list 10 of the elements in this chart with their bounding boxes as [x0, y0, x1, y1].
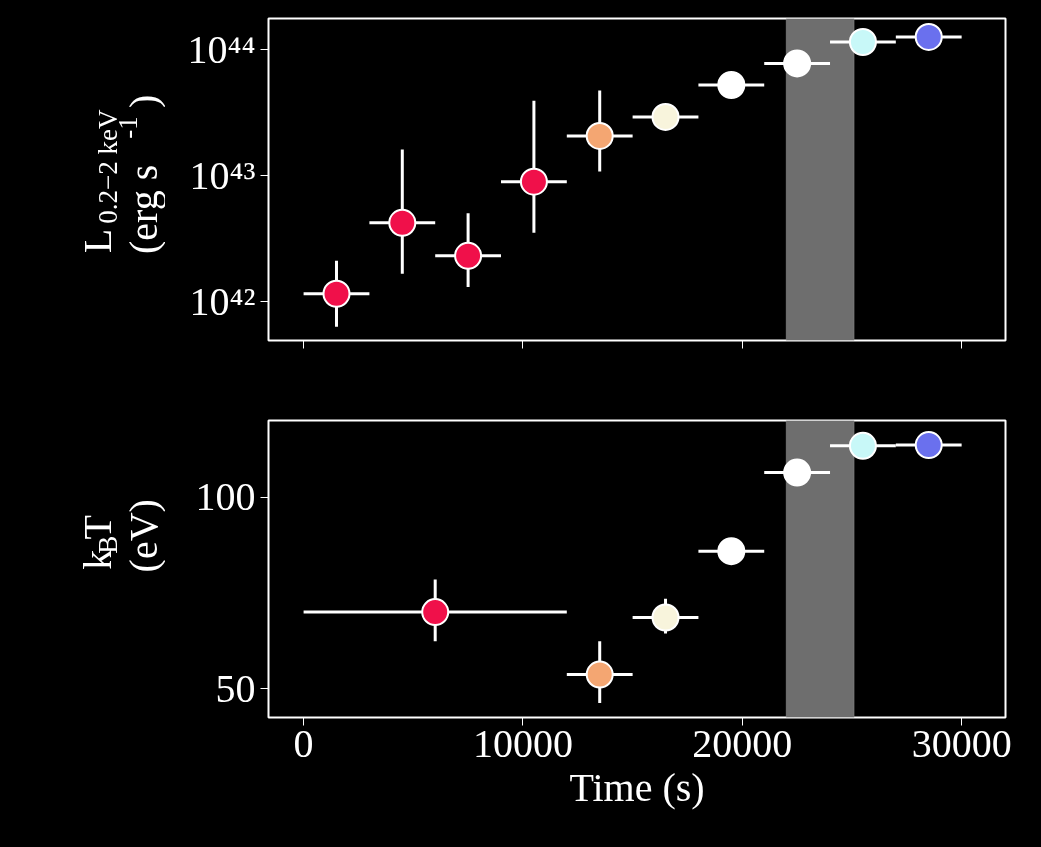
- x-tick-label: 0: [293, 720, 314, 766]
- y-tick-label: 10⁴³: [189, 152, 256, 198]
- x-tick-label: 10000: [472, 720, 573, 766]
- y-tick-label: 100: [195, 474, 256, 520]
- y-tick-label: 10⁴⁴: [187, 26, 256, 72]
- y-tick-label: 10⁴²: [189, 278, 256, 324]
- x-tick-label: 30000: [911, 720, 1012, 766]
- x-tick-label: 20000: [692, 720, 793, 766]
- y-tick-label: 50: [215, 665, 256, 711]
- x-axis-title: Time (s): [569, 764, 705, 810]
